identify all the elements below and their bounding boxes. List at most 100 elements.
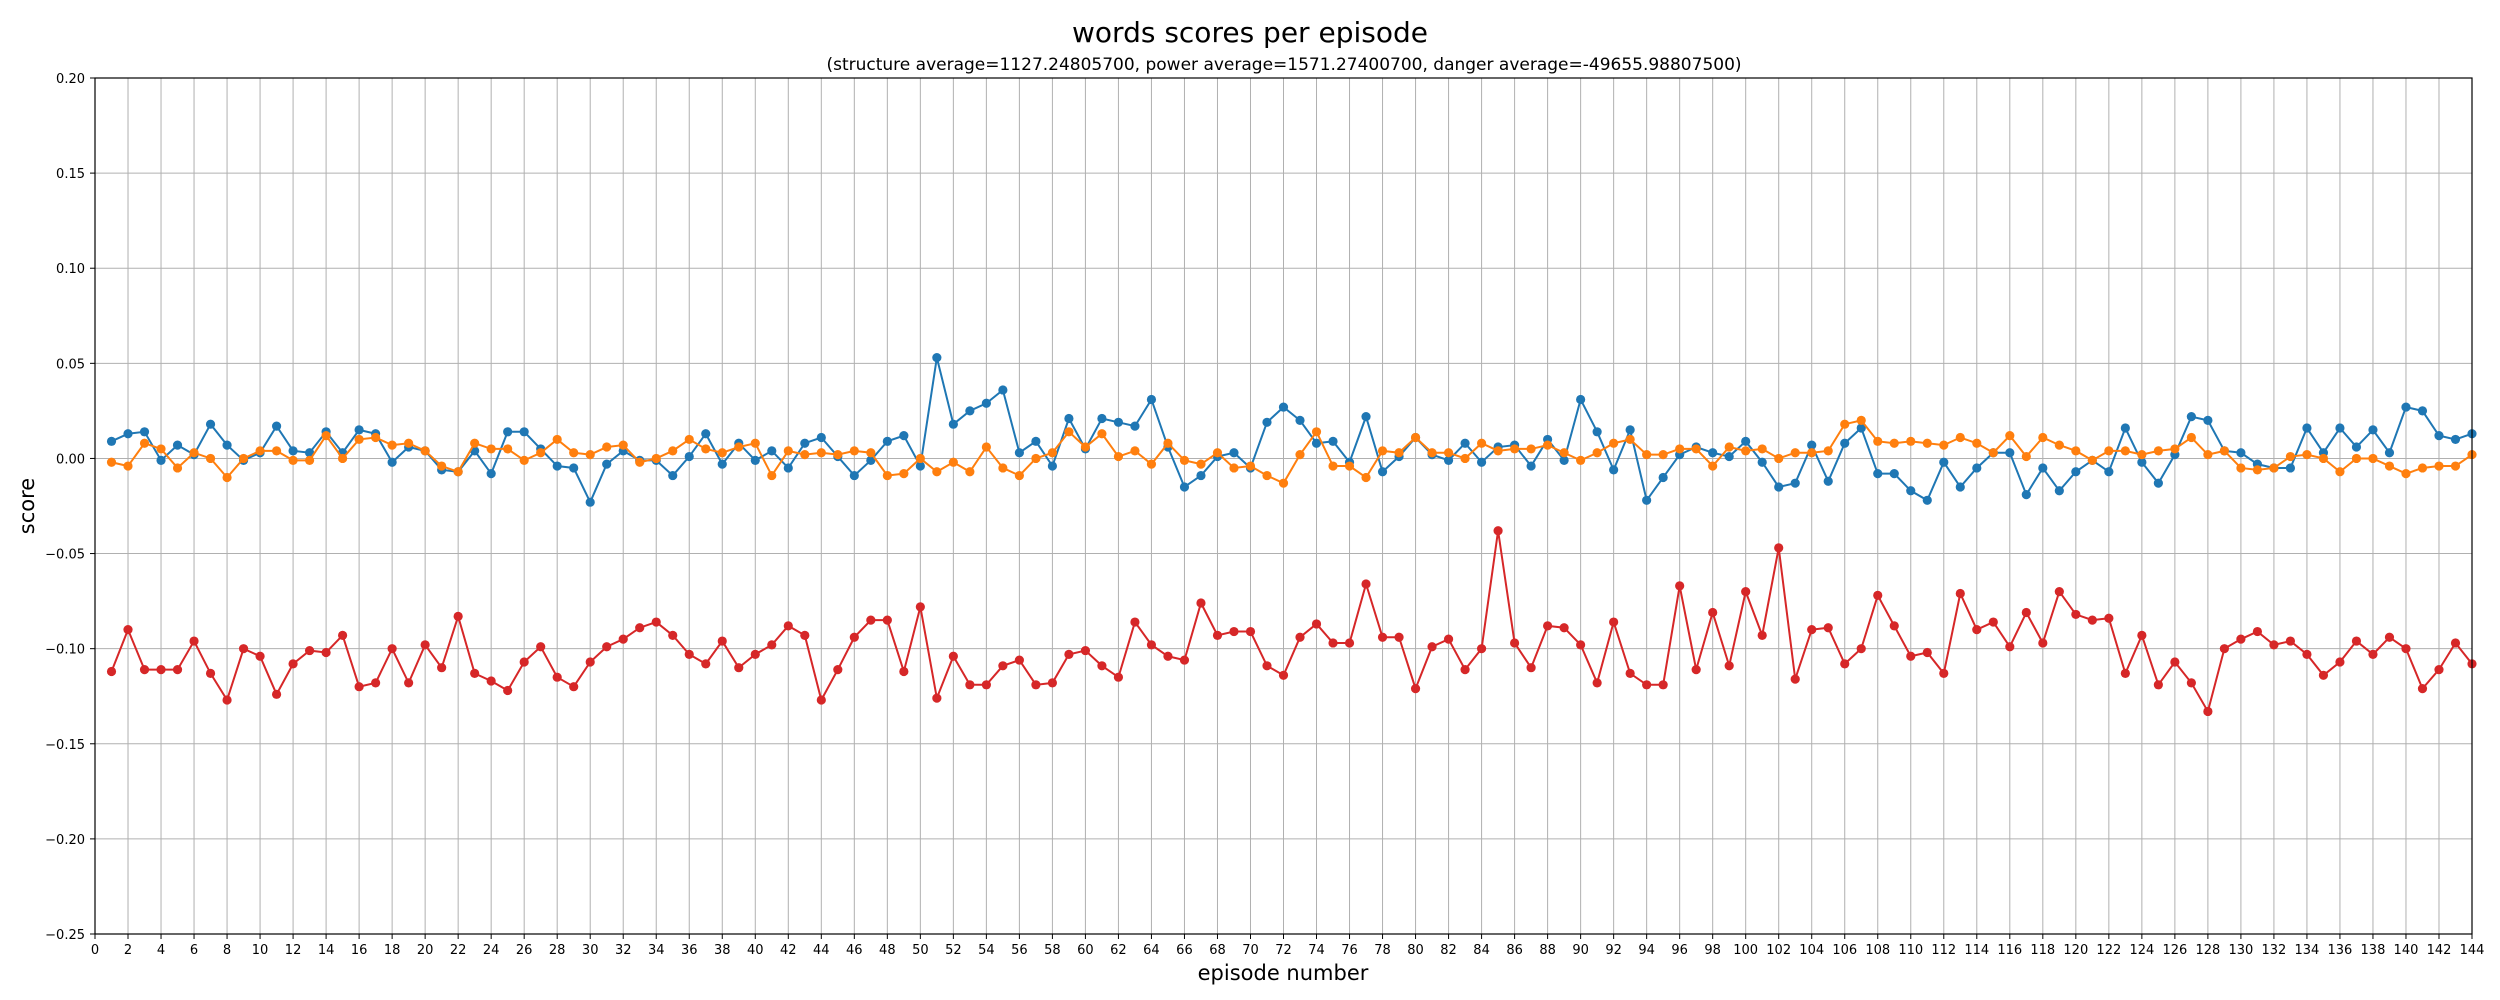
- data-point: [1658, 450, 1668, 460]
- data-point: [1972, 463, 1982, 473]
- data-point: [1476, 644, 1487, 654]
- data-point: [2450, 434, 2461, 445]
- data-point: [387, 457, 397, 467]
- x-tick-label: 118: [2030, 943, 2055, 958]
- data-point: [2252, 626, 2263, 637]
- data-point: [1064, 427, 1074, 437]
- data-point: [1427, 448, 1437, 458]
- data-point: [1113, 417, 1124, 427]
- data-point: [585, 497, 595, 507]
- data-point: [2401, 469, 2411, 479]
- data-point: [915, 453, 925, 464]
- data-point: [1526, 461, 1536, 471]
- data-point: [1939, 457, 1949, 467]
- series-layer: [106, 353, 2477, 717]
- data-point: [1889, 469, 1899, 479]
- data-point: [2302, 423, 2312, 433]
- data-point: [1675, 581, 1685, 591]
- data-point: [767, 470, 777, 481]
- data-point: [651, 453, 661, 464]
- data-point: [1906, 436, 1916, 446]
- x-tick-label: 14: [318, 943, 335, 958]
- data-point: [1790, 674, 1800, 684]
- data-point: [1196, 459, 1206, 469]
- series-0: [106, 353, 2477, 507]
- data-point: [932, 467, 942, 477]
- data-point: [1344, 638, 1355, 648]
- data-point: [1163, 651, 1173, 661]
- data-point: [2153, 478, 2163, 488]
- data-point: [1394, 632, 1404, 642]
- data-point: [1724, 661, 1734, 671]
- x-tick-label: 138: [2361, 943, 2386, 958]
- data-point: [106, 436, 117, 446]
- data-point: [2434, 461, 2444, 471]
- data-point: [948, 419, 958, 429]
- x-tick-label: 108: [1865, 943, 1890, 958]
- data-point: [139, 438, 150, 448]
- data-point: [1311, 427, 1322, 437]
- data-point: [503, 444, 513, 454]
- data-point: [618, 440, 628, 450]
- data-point: [2434, 431, 2444, 441]
- data-point: [1642, 450, 1652, 460]
- data-point: [1377, 467, 1388, 477]
- data-point: [1097, 661, 1107, 671]
- data-point: [1262, 661, 1272, 671]
- x-tick-label: 36: [681, 943, 698, 958]
- data-point: [1873, 436, 1883, 446]
- data-point: [156, 444, 166, 454]
- data-point: [1823, 446, 1833, 456]
- data-point: [1691, 664, 1701, 675]
- data-point: [2104, 467, 2114, 477]
- data-point: [1642, 680, 1652, 690]
- data-point: [2120, 668, 2130, 679]
- data-point: [1047, 461, 1057, 471]
- data-point: [1262, 417, 1272, 427]
- data-point: [1064, 649, 1074, 659]
- data-point: [1328, 436, 1338, 446]
- x-tick-label: 40: [747, 943, 764, 958]
- data-point: [1394, 448, 1404, 458]
- data-point: [304, 455, 315, 465]
- data-point: [1741, 446, 1751, 456]
- data-point: [1278, 670, 1289, 680]
- data-point: [1856, 415, 1866, 425]
- data-point: [205, 668, 216, 679]
- data-point: [1559, 623, 1569, 633]
- data-point: [172, 664, 183, 675]
- x-tick-label: 56: [1011, 943, 1028, 958]
- data-point: [1559, 448, 1569, 458]
- data-point: [1741, 436, 1751, 446]
- data-point: [453, 611, 463, 621]
- data-point: [1774, 453, 1784, 464]
- data-point: [2005, 642, 2015, 652]
- data-point: [1229, 626, 1239, 637]
- data-point: [304, 448, 315, 458]
- x-tick-label: 50: [912, 943, 929, 958]
- data-point: [2104, 613, 2114, 623]
- data-point: [1807, 625, 1817, 635]
- data-point: [1757, 444, 1767, 454]
- data-point: [1493, 526, 1503, 536]
- data-point: [1179, 455, 1190, 465]
- x-tick-label: 24: [483, 943, 500, 958]
- data-point: [453, 467, 463, 477]
- data-point: [1609, 465, 1619, 475]
- data-point: [585, 450, 595, 460]
- data-point: [172, 463, 183, 473]
- x-tick-label: 90: [1572, 943, 1589, 958]
- data-point: [1443, 448, 1454, 458]
- data-point: [1889, 621, 1899, 631]
- data-point: [948, 457, 958, 467]
- data-point: [668, 470, 678, 481]
- data-point: [2450, 461, 2461, 471]
- x-tick-label: 100: [1733, 943, 1758, 958]
- x-tick-label: 104: [1799, 943, 1824, 958]
- data-point: [1014, 470, 1024, 481]
- x-tick-label: 32: [615, 943, 632, 958]
- data-point: [1559, 455, 1569, 465]
- data-point: [932, 693, 942, 703]
- data-point: [866, 455, 876, 465]
- data-point: [2170, 444, 2180, 454]
